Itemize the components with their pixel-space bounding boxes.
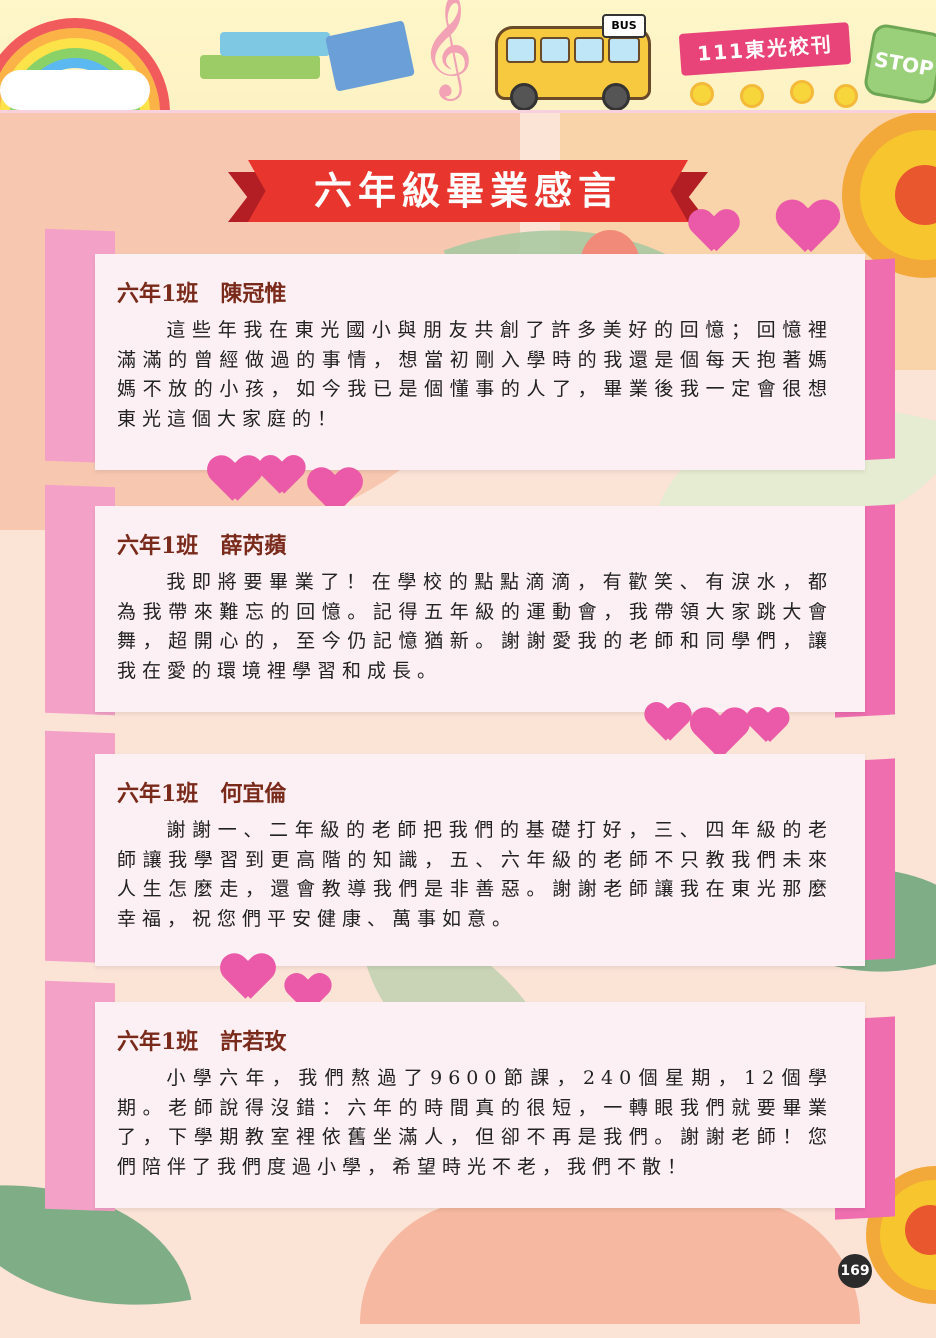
- books-illustration: [325, 20, 415, 92]
- entry-heading: 六年1班 何宜倫: [117, 776, 286, 808]
- entry-card-panel: 六年1班 何宜倫 謝謝一、二年級的老師把我們的基礎打好，三、四年級的老師讓我學習到…: [95, 754, 865, 966]
- flower-icon: [690, 82, 714, 106]
- entry-class: 六年1班: [117, 781, 199, 807]
- entry-text: 我即將要畢業了！在學校的點點滴滴，有歡笑、有淚水，都為我帶來難忘的回憶。記得五年…: [117, 571, 833, 682]
- bus-sign: BUS: [602, 14, 646, 38]
- entry-class: 六年1班: [117, 1029, 199, 1055]
- bg-peach-block: [360, 1200, 860, 1324]
- cloud-illustration: [0, 70, 150, 110]
- magazine-badge: 111東光校刊: [678, 22, 852, 76]
- entry-author: 陳冠惟: [220, 281, 287, 307]
- bus-wheel: [602, 83, 630, 110]
- entry-class: 六年1班: [117, 281, 199, 307]
- entry-card: 六年1班 薛芮蘋 我即將要畢業了！在學校的點點滴滴，有歡笑、有淚水，都為我帶來難忘…: [45, 484, 895, 726]
- entry-text: 小學六年，我們熬過了9600節課，240個星期，12個學期。老師說得沒錯：六年的…: [117, 1067, 833, 1178]
- books-illustration: [220, 32, 330, 56]
- bus-window: [574, 37, 604, 63]
- banner-face: [248, 160, 688, 222]
- flower-icon: [790, 80, 814, 104]
- entry-card-panel: 六年1班 陳冠惟 這些年我在東光國小與朋友共創了許多美好的回憶；回憶裡滿滿的曾經做…: [95, 254, 865, 470]
- bus-window: [540, 37, 570, 63]
- entry-text: 謝謝一、二年級的老師把我們的基礎打好，三、四年級的老師讓我學習到更高階的知識，五…: [117, 819, 833, 930]
- school-bus-illustration: [495, 26, 651, 110]
- flower-icon: [740, 84, 764, 108]
- heart-icon: [778, 201, 838, 255]
- entry-card: 六年1班 許若玫 小學六年，我們熬過了9600節課，240個星期，12個學期。老師…: [45, 980, 895, 1222]
- bus-window: [506, 37, 536, 63]
- bus-window: [608, 37, 640, 63]
- entry-class: 六年1班: [117, 533, 199, 559]
- flower-icon: [834, 84, 858, 108]
- entry-heading: 六年1班 陳冠惟: [117, 276, 286, 308]
- entry-card-panel: 六年1班 許若玫 小學六年，我們熬過了9600節課，240個星期，12個學期。老師…: [95, 1002, 865, 1208]
- entry-card-panel: 六年1班 薛芮蘋 我即將要畢業了！在學校的點點滴滴，有歡笑、有淚水，都為我帶來難忘…: [95, 506, 865, 712]
- entry-author: 許若玫: [220, 1029, 287, 1055]
- page-title: 六年級畢業感言: [313, 169, 622, 213]
- page-title-banner: 六年級畢業感言: [228, 160, 708, 222]
- entry-heading: 六年1班 薛芮蘋: [117, 528, 286, 560]
- books-illustration: [200, 55, 320, 79]
- stop-sign: STOP: [862, 22, 936, 106]
- heart-icon: [690, 210, 738, 253]
- page-number: 169: [838, 1254, 872, 1288]
- entry-text: 這些年我在東光國小與朋友共創了許多美好的回憶；回憶裡滿滿的曾經做過的事情，想當初…: [117, 319, 833, 430]
- entry-author: 何宜倫: [220, 781, 287, 807]
- music-note-icon: 𝄞: [420, 0, 474, 97]
- entry-heading: 六年1班 許若玫: [117, 1024, 286, 1056]
- entry-card: 六年1班 何宜倫 謝謝一、二年級的老師把我們的基礎打好，三、四年級的老師讓我學習到…: [45, 730, 895, 976]
- bus-wheel: [510, 83, 538, 110]
- page-header: 𝄞 BUS 111東光校刊 STOP: [0, 0, 936, 113]
- entry-card: 六年1班 陳冠惟 這些年我在東光國小與朋友共創了許多美好的回憶；回憶裡滿滿的曾經做…: [45, 228, 895, 480]
- entry-author: 薛芮蘋: [220, 533, 287, 559]
- bg-sunflower-center: [895, 165, 936, 225]
